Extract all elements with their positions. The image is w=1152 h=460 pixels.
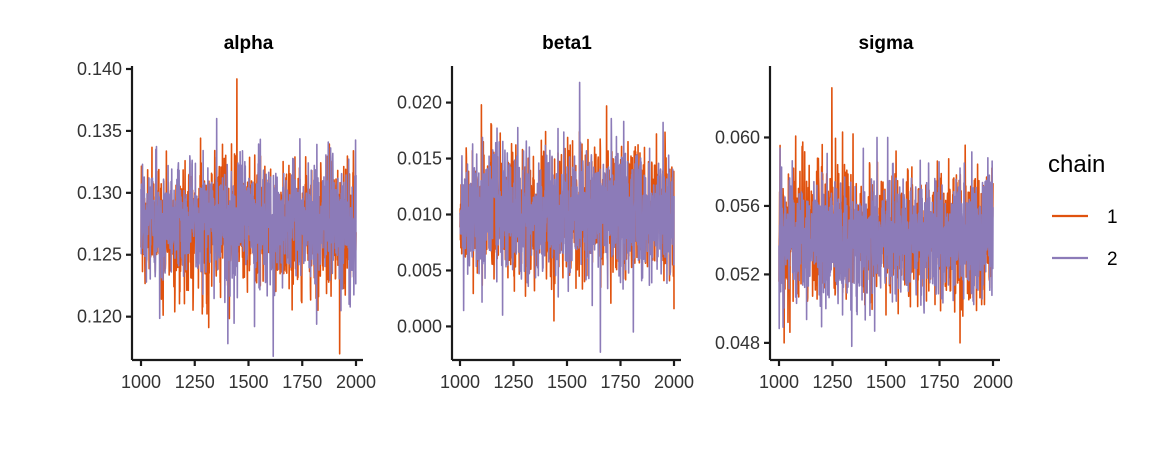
y-tick-label: 0.125 xyxy=(77,245,122,265)
x-tick-label: 1000 xyxy=(440,372,480,392)
panel-title-beta1: beta1 xyxy=(542,33,592,54)
x-tick-label: 1750 xyxy=(282,372,322,392)
x-tick-label: 1250 xyxy=(493,372,533,392)
legend: chain 1 2 xyxy=(1048,151,1118,270)
y-tick-label: 0.052 xyxy=(715,264,760,284)
x-tick-label: 2000 xyxy=(336,372,376,392)
legend-label-chain-1: 1 xyxy=(1107,207,1118,228)
y-tick-label: 0.010 xyxy=(397,205,442,225)
x-tick-label: 1250 xyxy=(812,372,852,392)
y-tick-label: 0.015 xyxy=(397,149,442,169)
y-tick-label: 0.130 xyxy=(77,183,122,203)
y-tick-label: 0.060 xyxy=(715,127,760,147)
x-tick-label: 1500 xyxy=(547,372,587,392)
legend-title: chain xyxy=(1048,151,1105,178)
x-tick-label: 1500 xyxy=(866,372,906,392)
panel-alpha: alpha 0.120 0.125 0.130 0.135 0.140 1000 1250 15… xyxy=(77,33,376,392)
traces-alpha xyxy=(140,78,357,358)
y-tick-label: 0.056 xyxy=(715,196,760,216)
x-tick-label: 1000 xyxy=(121,372,161,392)
traces-sigma xyxy=(778,87,994,348)
y-tick-label: 0.000 xyxy=(397,316,442,336)
trace-line-chain-2 xyxy=(459,81,675,353)
y-tick-label: 0.120 xyxy=(77,307,122,327)
y-tick-label: 0.048 xyxy=(715,333,760,353)
panel-title-alpha: alpha xyxy=(224,33,274,54)
traces-beta1 xyxy=(459,81,675,353)
panel-sigma: sigma 0.048 0.052 0.056 0.060 1000 1250 1500 175… xyxy=(715,33,1013,392)
y-tick-label: 0.140 xyxy=(77,59,122,79)
x-tick-label: 1000 xyxy=(759,372,799,392)
panel-title-sigma: sigma xyxy=(859,33,914,54)
x-tick-label: 2000 xyxy=(973,372,1013,392)
legend-label-chain-2: 2 xyxy=(1107,249,1118,270)
panel-beta1: beta1 0.000 0.005 0.010 0.015 0.020 1000 1250 15… xyxy=(397,33,694,392)
y-tick-label: 0.005 xyxy=(397,260,442,280)
x-tick-label: 1500 xyxy=(228,372,268,392)
trace-line-chain-2 xyxy=(140,117,357,358)
y-tick-label: 0.020 xyxy=(397,93,442,113)
x-tick-label: 1750 xyxy=(919,372,959,392)
x-tick-label: 1250 xyxy=(175,372,215,392)
trace-line-chain-2 xyxy=(778,136,994,348)
x-tick-label: 1750 xyxy=(600,372,640,392)
y-tick-label: 0.135 xyxy=(77,121,122,141)
x-tick-label: 2000 xyxy=(654,372,694,392)
